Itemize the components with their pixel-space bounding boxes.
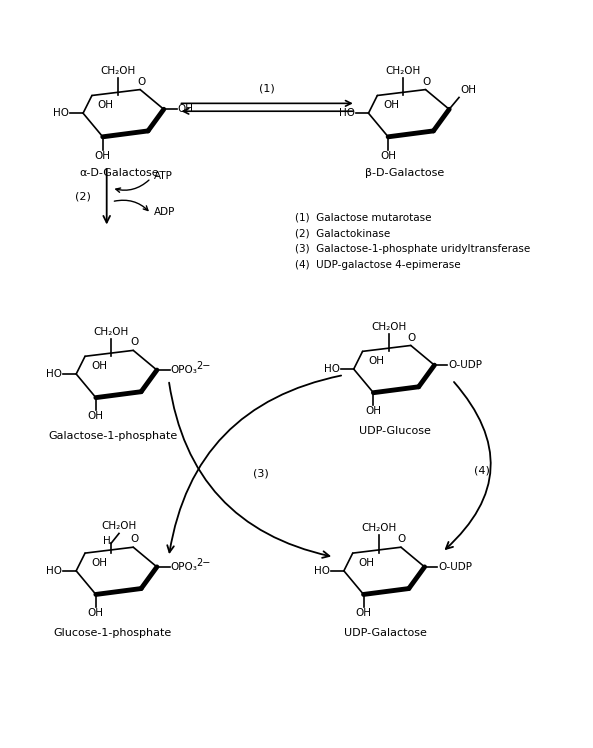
Text: OH: OH — [88, 411, 104, 421]
Text: OH: OH — [460, 85, 476, 96]
Text: O-UDP: O-UDP — [438, 562, 473, 572]
Text: HO: HO — [46, 565, 62, 576]
Text: OPO₃: OPO₃ — [171, 562, 197, 572]
Text: CH₂OH: CH₂OH — [101, 521, 136, 532]
Text: CH₂OH: CH₂OH — [100, 66, 136, 76]
Text: (2): (2) — [75, 191, 91, 202]
Text: UDP-Galactose: UDP-Galactose — [344, 628, 426, 638]
Text: OH: OH — [368, 356, 384, 367]
Text: O-UDP: O-UDP — [448, 360, 482, 370]
Text: α-D-Galactose: α-D-Galactose — [79, 168, 160, 178]
Text: HO: HO — [46, 369, 62, 379]
Text: ATP: ATP — [154, 171, 173, 181]
Text: 2−: 2− — [196, 558, 211, 568]
Text: (1): (1) — [259, 84, 275, 94]
Text: 2−: 2− — [196, 361, 211, 371]
Text: (3): (3) — [253, 468, 269, 479]
Text: O: O — [137, 76, 145, 87]
Text: Galactose-1-phosphate: Galactose-1-phosphate — [48, 431, 177, 441]
Text: O: O — [422, 76, 431, 87]
Text: O: O — [407, 333, 416, 343]
Text: OH: OH — [91, 361, 107, 371]
Text: O: O — [130, 534, 138, 545]
Text: (3)  Galactose-1-phosphate uridyltransferase: (3) Galactose-1-phosphate uridyltransfer… — [295, 244, 530, 254]
Text: (4)  UDP-galactose 4-epimerase: (4) UDP-galactose 4-epimerase — [295, 260, 460, 270]
Text: ADP: ADP — [154, 206, 176, 217]
Text: OH: OH — [98, 100, 114, 110]
Text: Glucose-1-phosphate: Glucose-1-phosphate — [53, 628, 172, 638]
Text: OH: OH — [380, 150, 396, 161]
Text: OH: OH — [95, 150, 111, 161]
Text: HO: HO — [314, 565, 330, 576]
Text: (4): (4) — [474, 466, 490, 476]
Text: OH: OH — [365, 406, 381, 417]
Text: OH: OH — [88, 608, 104, 619]
Text: OH: OH — [383, 100, 399, 110]
Text: OPO₃: OPO₃ — [171, 365, 197, 375]
Text: CH₂OH: CH₂OH — [94, 327, 129, 337]
Text: β-D-Galactose: β-D-Galactose — [365, 168, 445, 178]
Text: HO: HO — [53, 108, 69, 118]
Text: CH₂OH: CH₂OH — [361, 524, 397, 533]
Text: H: H — [103, 536, 111, 546]
Text: OH: OH — [177, 104, 193, 114]
Text: CH₂OH: CH₂OH — [386, 66, 421, 76]
Text: O: O — [398, 534, 406, 545]
Text: OH: OH — [359, 558, 375, 568]
Text: (1)  Galactose mutarotase: (1) Galactose mutarotase — [295, 212, 431, 223]
Text: HO: HO — [339, 108, 355, 118]
Text: OH: OH — [91, 558, 107, 568]
Text: HO: HO — [324, 364, 340, 374]
Text: CH₂OH: CH₂OH — [371, 322, 406, 331]
Text: OH: OH — [356, 608, 372, 619]
Text: O: O — [130, 337, 138, 347]
Text: (2)  Galactokinase: (2) Galactokinase — [295, 228, 390, 239]
Text: UDP-Glucose: UDP-Glucose — [359, 426, 431, 436]
